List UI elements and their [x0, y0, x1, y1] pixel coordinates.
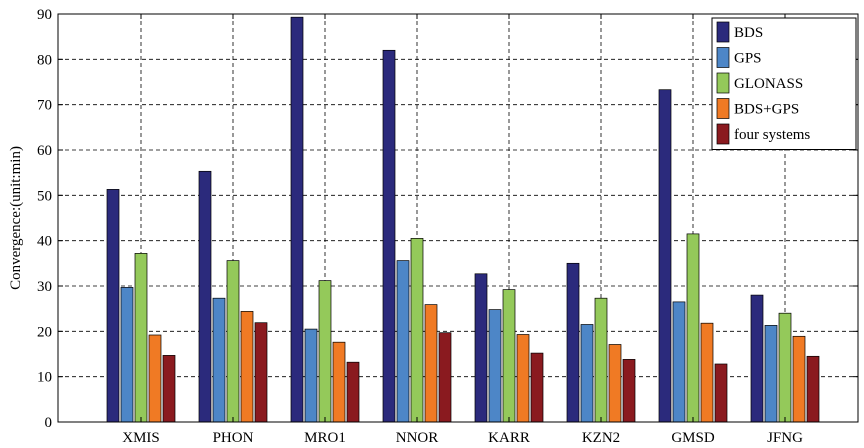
x-tick-label: KARR [488, 430, 530, 446]
y-tick-label: 50 [37, 188, 52, 204]
y-tick-label: 60 [37, 143, 52, 159]
bar [658, 89, 672, 423]
legend-swatch [716, 21, 730, 43]
bar [254, 322, 268, 423]
legend-swatch [716, 98, 730, 119]
legend: BDS GPS GLONASS BDS+GPS four systems [711, 17, 857, 150]
x-tick-label: XMIS [122, 430, 160, 446]
y-tick-label: 0 [45, 415, 53, 431]
bar [198, 170, 212, 423]
bar [148, 334, 162, 423]
legend-label: GPS [734, 51, 762, 67]
y-tick-label: 90 [37, 7, 52, 23]
legend-label: BDS [734, 25, 763, 41]
bar [516, 334, 530, 423]
bar [424, 304, 438, 423]
legend-swatch [716, 123, 730, 145]
legend-box [711, 17, 857, 150]
bar [212, 297, 226, 423]
y-tick-label: 40 [37, 234, 52, 250]
bar [622, 359, 636, 423]
bar [778, 312, 792, 423]
plot-frame [57, 13, 859, 423]
bar [290, 16, 304, 423]
bar [792, 335, 806, 423]
legend-label: GLONASS [734, 76, 803, 92]
axis-ticks: 0 10 20 30 40 50 60 70 80 90 XMIS PHON MRO1 NNOR KARR K… [37, 7, 858, 446]
bar [700, 322, 714, 423]
legend-label: four systems [734, 127, 810, 143]
bar [304, 328, 318, 423]
bar [346, 361, 360, 423]
y-tick-label: 70 [37, 98, 52, 114]
bar [134, 253, 148, 423]
bar [474, 273, 488, 423]
bar [410, 238, 424, 423]
legend-swatch [716, 47, 730, 68]
y-tick-label: 10 [37, 370, 52, 386]
bars [106, 16, 820, 423]
x-tick-label: NNOR [396, 430, 439, 446]
x-tick-label: GMSD [671, 430, 715, 446]
bar [502, 289, 516, 423]
bar [594, 297, 608, 423]
bar [332, 341, 346, 423]
bar [488, 309, 502, 423]
bar [750, 294, 764, 423]
bar [382, 49, 396, 423]
bar [318, 280, 332, 423]
y-tick-label: 80 [37, 52, 52, 68]
bar [806, 355, 820, 423]
bar [396, 260, 410, 423]
y-tick-label: 20 [37, 324, 52, 340]
bar [530, 352, 544, 423]
y-axis-label: Convergence:(unit:min) [8, 146, 24, 290]
bar [714, 363, 728, 423]
bar [240, 311, 254, 423]
y-tick-label: 30 [37, 279, 52, 295]
bar [764, 325, 778, 423]
bar [106, 189, 120, 423]
bar [438, 332, 452, 423]
bar [566, 262, 580, 423]
bar [686, 233, 700, 423]
x-tick-label: PHON [213, 430, 254, 446]
x-tick-label: KZN2 [582, 430, 620, 446]
bar [162, 355, 176, 423]
legend-label: BDS+GPS [734, 102, 799, 118]
bar [608, 344, 622, 423]
bar [672, 301, 686, 423]
x-tick-label: MRO1 [304, 430, 346, 446]
bar [580, 324, 594, 423]
x-tick-label: JFNG [767, 430, 803, 446]
bar [226, 260, 240, 423]
legend-swatch [716, 72, 730, 94]
bar [120, 287, 134, 423]
